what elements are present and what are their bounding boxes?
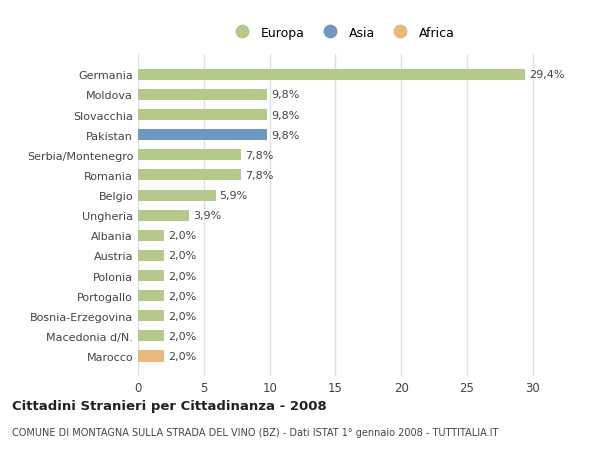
Text: 5,9%: 5,9%: [220, 190, 248, 201]
Text: 2,0%: 2,0%: [168, 251, 197, 261]
Text: 3,9%: 3,9%: [193, 211, 221, 221]
Bar: [138, 330, 164, 341]
Bar: [138, 130, 267, 141]
Bar: [138, 70, 525, 81]
Text: 2,0%: 2,0%: [168, 231, 197, 241]
Bar: [138, 150, 241, 161]
Bar: [138, 210, 190, 221]
Text: 7,8%: 7,8%: [245, 151, 273, 161]
Bar: [138, 291, 164, 302]
Bar: [138, 110, 267, 121]
Bar: [138, 170, 241, 181]
Text: 2,0%: 2,0%: [168, 311, 197, 321]
Text: 2,0%: 2,0%: [168, 271, 197, 281]
Text: 2,0%: 2,0%: [168, 351, 197, 361]
Text: 9,8%: 9,8%: [271, 130, 299, 140]
Bar: [138, 190, 215, 201]
Text: 2,0%: 2,0%: [168, 291, 197, 301]
Bar: [138, 270, 164, 281]
Text: 2,0%: 2,0%: [168, 331, 197, 341]
Bar: [138, 90, 267, 101]
Bar: [138, 230, 164, 241]
Text: Cittadini Stranieri per Cittadinanza - 2008: Cittadini Stranieri per Cittadinanza - 2…: [12, 399, 327, 412]
Text: COMUNE DI MONTAGNA SULLA STRADA DEL VINO (BZ) - Dati ISTAT 1° gennaio 2008 - TUT: COMUNE DI MONTAGNA SULLA STRADA DEL VINO…: [12, 427, 499, 437]
Text: 29,4%: 29,4%: [529, 70, 565, 80]
Text: 9,8%: 9,8%: [271, 110, 299, 120]
Bar: [138, 311, 164, 322]
Bar: [138, 351, 164, 362]
Text: 7,8%: 7,8%: [245, 171, 273, 180]
Text: 9,8%: 9,8%: [271, 90, 299, 100]
Legend: Europa, Asia, Africa: Europa, Asia, Africa: [226, 23, 458, 43]
Bar: [138, 250, 164, 262]
